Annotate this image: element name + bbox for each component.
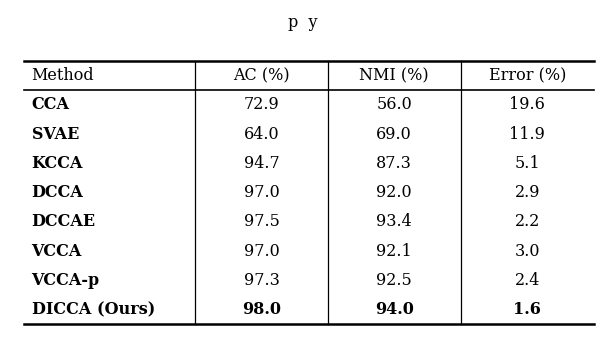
- Text: 2.9: 2.9: [514, 184, 540, 201]
- Text: 11.9: 11.9: [509, 126, 545, 143]
- Text: DCCA: DCCA: [32, 184, 84, 201]
- Text: CCA: CCA: [32, 96, 70, 113]
- Text: 5.1: 5.1: [514, 155, 540, 172]
- Text: p  y: p y: [288, 14, 318, 30]
- Text: 92.5: 92.5: [376, 272, 412, 289]
- Text: 64.0: 64.0: [244, 126, 279, 143]
- Text: 93.4: 93.4: [376, 214, 412, 231]
- Text: AC (%): AC (%): [233, 67, 290, 84]
- Text: DICCA (Ours): DICCA (Ours): [32, 301, 155, 318]
- Text: 1.6: 1.6: [513, 301, 541, 318]
- Text: DCCAE: DCCAE: [32, 214, 96, 231]
- Text: 87.3: 87.3: [376, 155, 412, 172]
- Text: 98.0: 98.0: [242, 301, 281, 318]
- Text: 19.6: 19.6: [509, 96, 545, 113]
- Text: NMI (%): NMI (%): [359, 67, 429, 84]
- Text: 97.5: 97.5: [244, 214, 279, 231]
- Text: 97.0: 97.0: [244, 184, 279, 201]
- Text: 69.0: 69.0: [376, 126, 412, 143]
- Text: 97.3: 97.3: [244, 272, 279, 289]
- Text: 72.9: 72.9: [244, 96, 279, 113]
- Text: VCCA: VCCA: [32, 243, 82, 260]
- Text: 94.0: 94.0: [375, 301, 414, 318]
- Text: 94.7: 94.7: [244, 155, 279, 172]
- Text: 3.0: 3.0: [514, 243, 540, 260]
- Text: 92.1: 92.1: [376, 243, 412, 260]
- Text: 97.0: 97.0: [244, 243, 279, 260]
- Text: Method: Method: [32, 67, 94, 84]
- Text: VCCA-p: VCCA-p: [32, 272, 99, 289]
- Text: Error (%): Error (%): [488, 67, 566, 84]
- Text: KCCA: KCCA: [32, 155, 83, 172]
- Text: 56.0: 56.0: [376, 96, 412, 113]
- Text: 2.2: 2.2: [514, 214, 540, 231]
- Text: SVAE: SVAE: [32, 126, 79, 143]
- Text: 2.4: 2.4: [514, 272, 540, 289]
- Text: 92.0: 92.0: [376, 184, 412, 201]
